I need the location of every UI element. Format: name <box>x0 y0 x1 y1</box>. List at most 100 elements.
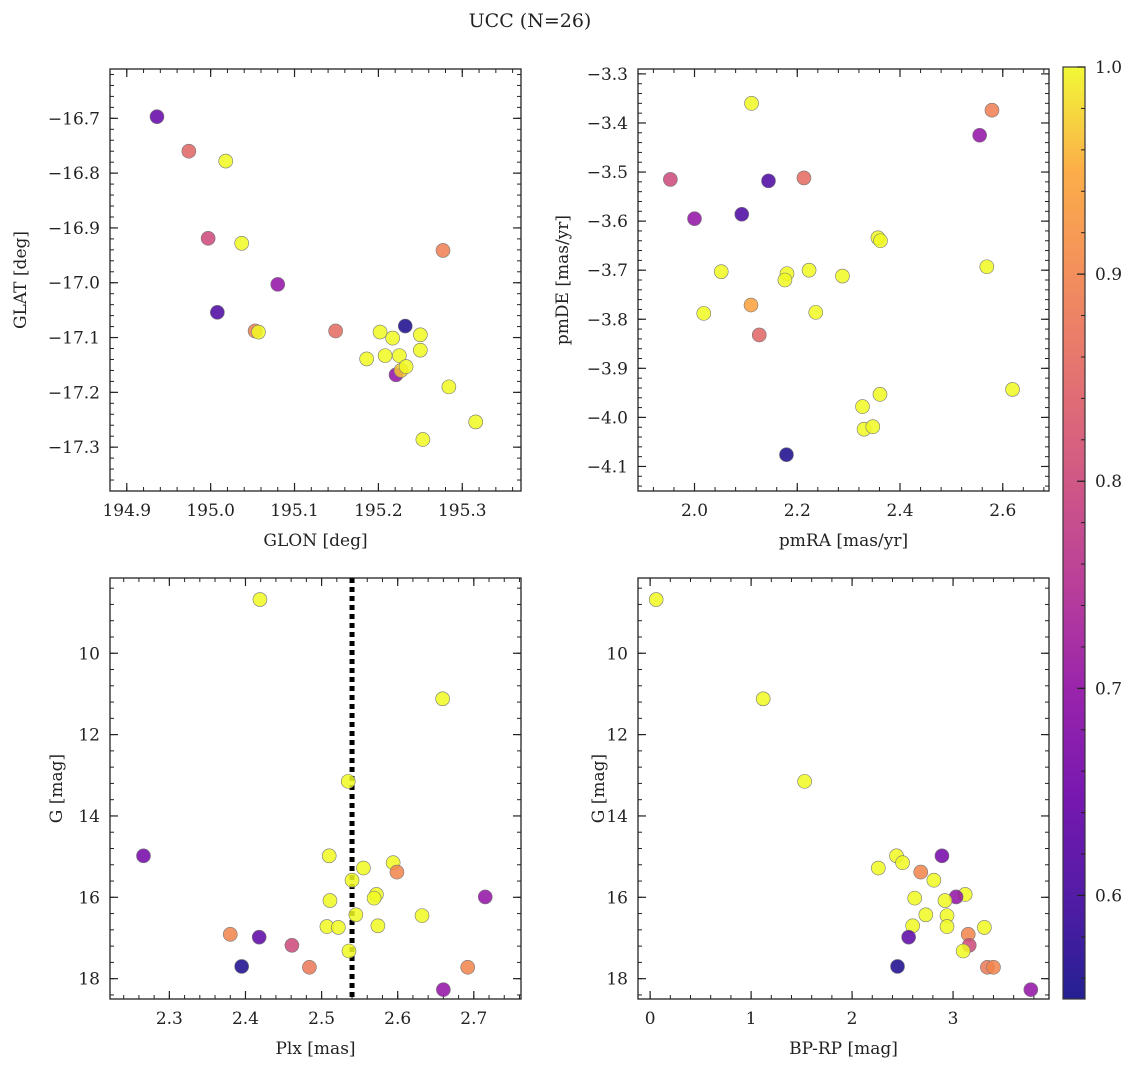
scatter-point <box>468 414 484 430</box>
y-tick-label: −3.3 <box>587 65 628 85</box>
scatter-point <box>389 864 405 880</box>
scatter-point <box>366 890 382 906</box>
y-tick-label: −3.4 <box>587 114 628 134</box>
panel-glon-glat: 194.9 195.0 195.1 195.2 195.3 −16.7 −16.8 −16.9… <box>11 68 522 551</box>
y-tick-label: −16.8 <box>48 164 100 184</box>
scatter-point <box>413 342 428 358</box>
plot-frame <box>109 577 522 1000</box>
scatter-point <box>835 268 850 284</box>
scatter-point <box>331 920 346 935</box>
y-tick-label: −3.9 <box>587 359 628 379</box>
scatter-point <box>986 959 1001 975</box>
scatter-point <box>1005 382 1020 397</box>
scatter-point <box>377 348 393 363</box>
scatter-point <box>744 96 759 111</box>
scatter-point <box>801 262 817 278</box>
x-tick-label: 2.6 <box>384 1009 411 1029</box>
panel-pmra-pmde: 2.0 2.2 2.4 2.6 −3.3 −3.4 −3.5 −3.6 −3.7 −3.8 −3.9… <box>553 65 1050 551</box>
y-tick-label: 18 <box>78 970 100 990</box>
scatter-point <box>979 259 995 275</box>
y-tick-label: −16.9 <box>48 219 100 239</box>
scatter-point <box>252 592 268 607</box>
x-tick-label: 2.3 <box>156 1009 183 1029</box>
scatter-point <box>913 864 929 880</box>
scatter-point <box>855 399 870 414</box>
scatter-point <box>743 297 759 313</box>
scatter-point <box>359 351 374 367</box>
scatter-point <box>648 592 664 607</box>
scatter-point <box>392 348 407 363</box>
x-tick-label: 2.4 <box>232 1009 259 1029</box>
scatter-point <box>328 323 343 339</box>
y-axis-label: pmDE [mas/yr] <box>553 215 573 345</box>
x-tick-label: 1 <box>746 1009 757 1029</box>
x-axis-label: pmRA [mas/yr] <box>779 531 908 551</box>
scatter-point <box>385 330 400 346</box>
scatter-point <box>435 691 450 707</box>
y-tick-label: −17.0 <box>48 274 100 294</box>
scatter-point <box>808 305 824 320</box>
scatter-point <box>755 691 771 707</box>
y-tick-label: −17.3 <box>48 438 100 458</box>
x-axis-label: Plx [mas] <box>275 1039 355 1059</box>
scatter-point <box>713 264 729 279</box>
scatter-point <box>302 959 317 975</box>
scatter-point <box>344 872 360 888</box>
colorbar-tick-label: 0.9 <box>1095 265 1122 285</box>
x-tick-label: 2.2 <box>784 501 811 521</box>
scatter-point <box>977 920 992 935</box>
x-tick-label: 2 <box>847 1009 858 1029</box>
scatter-point <box>918 907 934 923</box>
y-tick-label: −3.6 <box>587 212 628 232</box>
y-tick-label: 10 <box>78 644 100 664</box>
scatter-point <box>372 324 388 340</box>
scatter-point <box>322 893 338 908</box>
scatter-point <box>441 379 457 395</box>
x-tick-label: 2.7 <box>460 1009 487 1029</box>
y-tick-label: 16 <box>606 888 628 908</box>
y-tick-label: −17.1 <box>48 329 100 349</box>
scatter-point <box>972 127 987 143</box>
scatter-point <box>761 173 776 189</box>
colorbar-tick-label: 0.6 <box>1095 886 1122 906</box>
scatter-point <box>200 231 216 246</box>
scatter-point <box>797 774 812 789</box>
scatter-point <box>356 860 371 876</box>
y-tick-label: −16.7 <box>48 109 100 129</box>
y-tick-label: 10 <box>606 644 628 664</box>
colorbar-tick-label: 0.8 <box>1095 472 1122 492</box>
y-tick-label: −3.8 <box>587 310 628 330</box>
x-tick-label: 2.6 <box>989 501 1016 521</box>
scatter-point <box>939 919 955 934</box>
scatter-point <box>751 327 767 343</box>
scatter-point <box>907 890 922 906</box>
y-tick-label: 14 <box>606 807 628 827</box>
scatter-point <box>234 235 249 251</box>
y-axis-label: GLAT [deg] <box>11 231 31 329</box>
x-tick-label: 195.3 <box>438 501 487 521</box>
scatter-point <box>181 143 197 159</box>
colorbar-tick-label: 1.0 <box>1095 58 1122 78</box>
scatter-point <box>937 893 953 908</box>
plot-frame <box>109 68 522 492</box>
scatter-point <box>436 982 451 997</box>
scatter-point <box>321 848 337 864</box>
x-tick-label: 195.0 <box>186 501 235 521</box>
scatter-point <box>872 387 888 402</box>
scatter-point <box>687 211 702 226</box>
y-tick-label: 12 <box>78 726 100 746</box>
scatter-point <box>663 172 678 187</box>
y-tick-label: −17.2 <box>48 383 100 403</box>
scatter-point <box>415 432 431 447</box>
scatter-point <box>926 872 942 888</box>
x-tick-label: 195.2 <box>354 501 403 521</box>
x-tick-label: 0 <box>645 1009 656 1029</box>
colorbar-tick-label: 0.7 <box>1095 679 1122 699</box>
y-tick-label: −3.7 <box>587 261 628 281</box>
scatter-point <box>871 860 886 876</box>
colorbar-gradient <box>1062 66 1086 1000</box>
y-axis-label: G [mag] <box>47 754 67 823</box>
scatter-point <box>222 927 238 942</box>
